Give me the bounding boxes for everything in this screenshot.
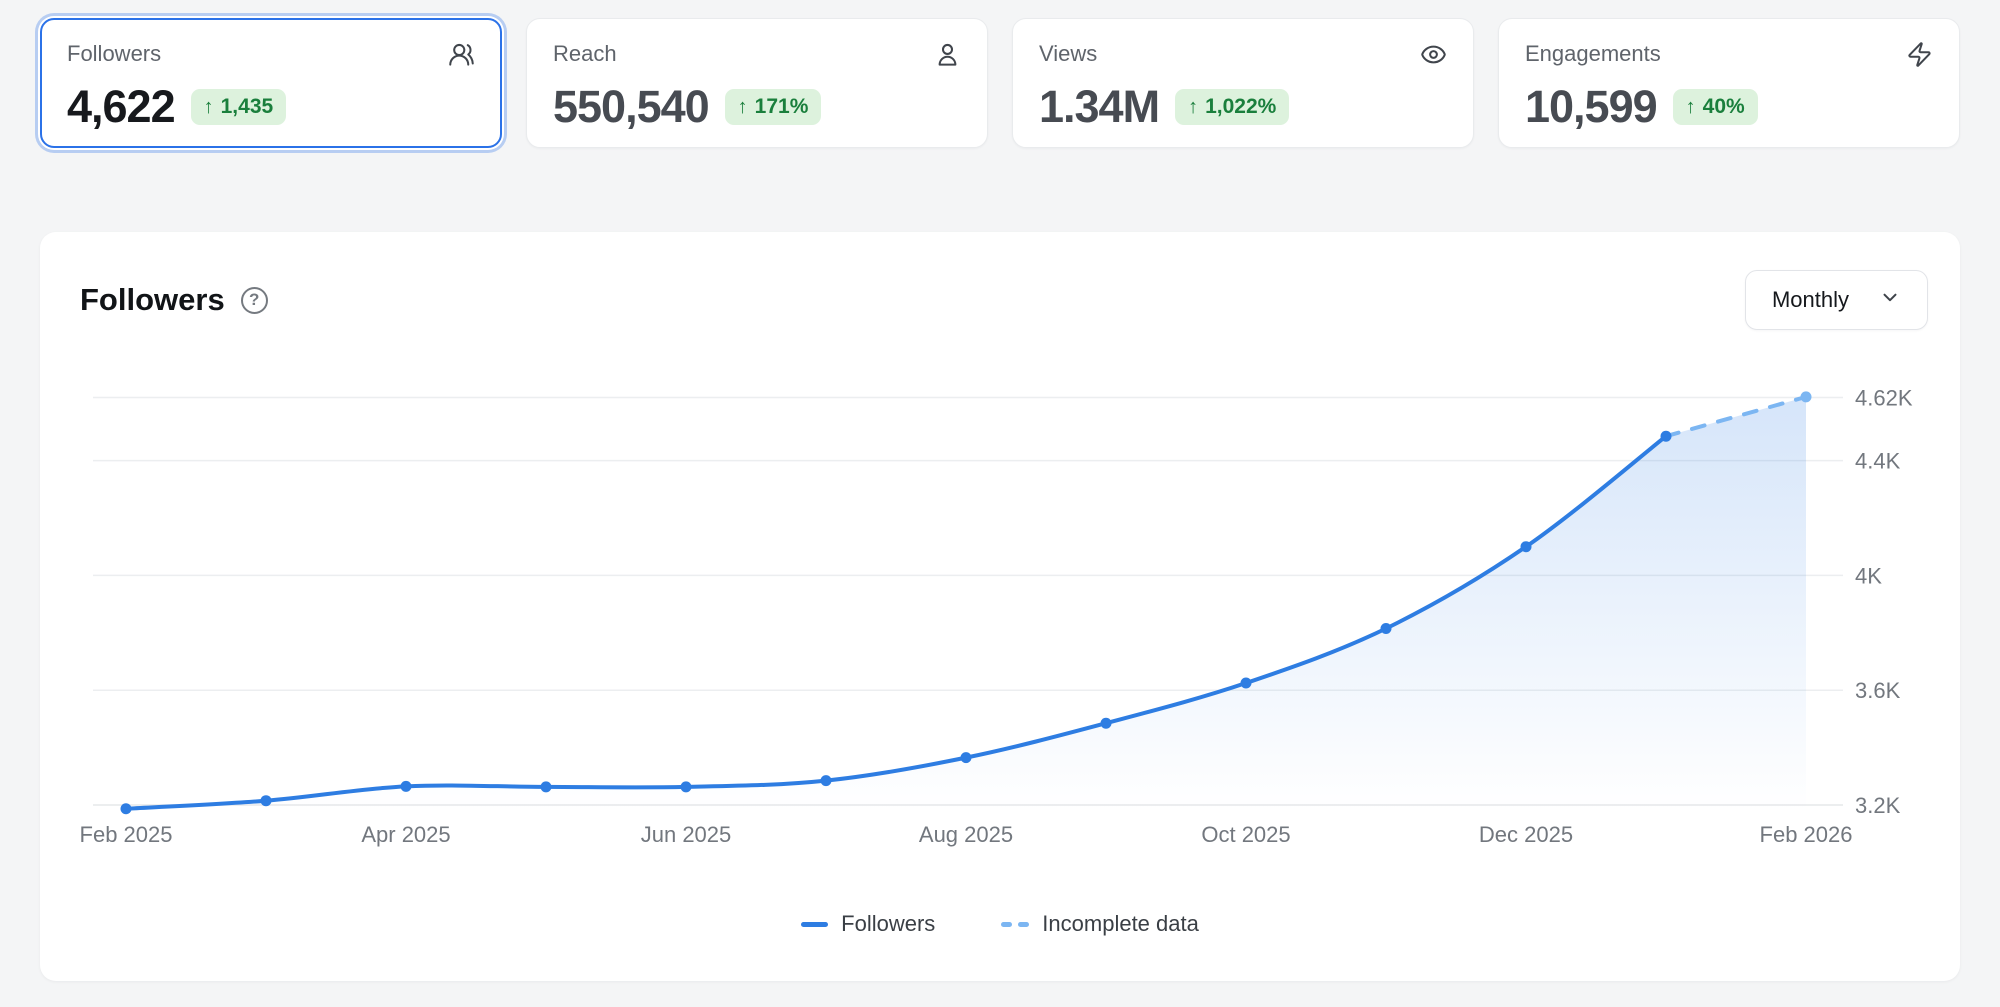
- data-point[interactable]: [540, 781, 552, 793]
- x-axis-label: Feb 2025: [80, 822, 173, 847]
- stat-label: Followers: [67, 41, 162, 66]
- zap-icon: [1906, 41, 1933, 73]
- y-axis-label: 4.4K: [1855, 449, 1901, 474]
- up-arrow-icon: ↑: [1685, 95, 1696, 118]
- data-point[interactable]: [1380, 622, 1392, 634]
- period-selector-button[interactable]: Monthly: [1744, 270, 1928, 330]
- data-point[interactable]: [680, 781, 692, 793]
- data-point[interactable]: [1100, 717, 1112, 729]
- stat-value: 10,599: [1525, 81, 1658, 132]
- delta-value: 1,435: [220, 95, 274, 118]
- stat-card-engagements[interactable]: Engagements 10,599 ↑ 40%: [1498, 18, 1960, 148]
- stat-card-views[interactable]: Views 1.34M ↑ 1,022%: [1012, 18, 1474, 148]
- data-point[interactable]: [1660, 430, 1672, 442]
- data-point[interactable]: [1520, 541, 1532, 553]
- x-axis-label: Feb 2026: [1760, 822, 1853, 847]
- delta-value: 1,022%: [1205, 95, 1277, 118]
- analytics-dashboard: Followers 4,622 ↑ 1,435 Reach 550,540 ↑ 17…: [40, 18, 1960, 981]
- chevron-down-icon: [1879, 286, 1901, 314]
- legend-label: Followers: [841, 911, 936, 936]
- y-axis-label: 3.2K: [1855, 793, 1901, 818]
- up-arrow-icon: ↑: [737, 95, 748, 118]
- stat-card-followers[interactable]: Followers 4,622 ↑ 1,435: [40, 18, 502, 148]
- up-arrow-icon: ↑: [1188, 95, 1199, 118]
- user-icon: [934, 41, 961, 73]
- legend-item-incomplete-data[interactable]: Incomplete data: [1001, 911, 1199, 937]
- chart-legend: Followers Incomplete data: [40, 911, 1960, 937]
- x-axis-label: Jun 2025: [641, 822, 732, 847]
- period-selector-value: Monthly: [1771, 287, 1849, 312]
- data-point[interactable]: [400, 780, 412, 792]
- users-icon: [448, 41, 475, 73]
- dashed-line-swatch-icon: [1001, 921, 1030, 927]
- incomplete-data-line: [1664, 394, 1808, 439]
- data-point[interactable]: [960, 752, 972, 764]
- delta-badge: ↑ 1,022%: [1175, 89, 1290, 125]
- x-axis-label: Oct 2025: [1201, 822, 1290, 847]
- followers-chart[interactable]: 3.2K 3.6K 4K 4.4K 4.62K Feb 2025 Apr 2025 Jun 2…: [40, 232, 1960, 981]
- stat-value: 4,622: [67, 81, 176, 132]
- help-icon[interactable]: ?: [240, 286, 268, 314]
- stat-label: Views: [1039, 41, 1098, 66]
- y-axis-label: 4K: [1855, 563, 1882, 588]
- legend-label: Incomplete data: [1042, 911, 1199, 936]
- solid-line-swatch-icon: [801, 921, 829, 927]
- delta-value: 40%: [1702, 95, 1745, 118]
- data-point[interactable]: [260, 795, 272, 807]
- data-point[interactable]: [1240, 677, 1252, 689]
- up-arrow-icon: ↑: [203, 95, 214, 118]
- y-axis-label: 3.6K: [1855, 678, 1901, 703]
- stat-value: 550,540: [553, 81, 710, 132]
- x-axis-label: Aug 2025: [919, 822, 1013, 847]
- delta-badge: ↑ 1,435: [190, 89, 287, 125]
- eye-icon: [1420, 41, 1447, 73]
- data-point[interactable]: [820, 775, 832, 787]
- delta-value: 171%: [754, 95, 809, 118]
- stat-card-reach[interactable]: Reach 550,540 ↑ 171%: [526, 18, 988, 148]
- stats-row: Followers 4,622 ↑ 1,435 Reach 550,540 ↑ 17…: [40, 18, 1960, 148]
- stat-label: Reach: [553, 41, 617, 66]
- data-point[interactable]: [120, 803, 132, 815]
- delta-badge: ↑ 40%: [1672, 89, 1758, 125]
- chart-title: Followers: [80, 282, 225, 317]
- stat-label: Engagements: [1525, 41, 1661, 66]
- chart-header: Followers ? Monthly: [80, 270, 1928, 330]
- x-axis-label: Dec 2025: [1479, 822, 1573, 847]
- stat-value: 1.34M: [1039, 81, 1160, 132]
- y-axis-label: 4.62K: [1855, 385, 1913, 410]
- followers-chart-card: Followers ? Monthly 3.2K 3.6K 4K 4.4K 4.62K F…: [40, 232, 1960, 981]
- x-axis-label: Apr 2025: [361, 822, 450, 847]
- legend-item-followers[interactable]: Followers: [801, 911, 935, 937]
- area-fill: [126, 396, 1806, 811]
- data-point-incomplete[interactable]: [1800, 391, 1812, 403]
- delta-badge: ↑ 171%: [724, 89, 822, 125]
